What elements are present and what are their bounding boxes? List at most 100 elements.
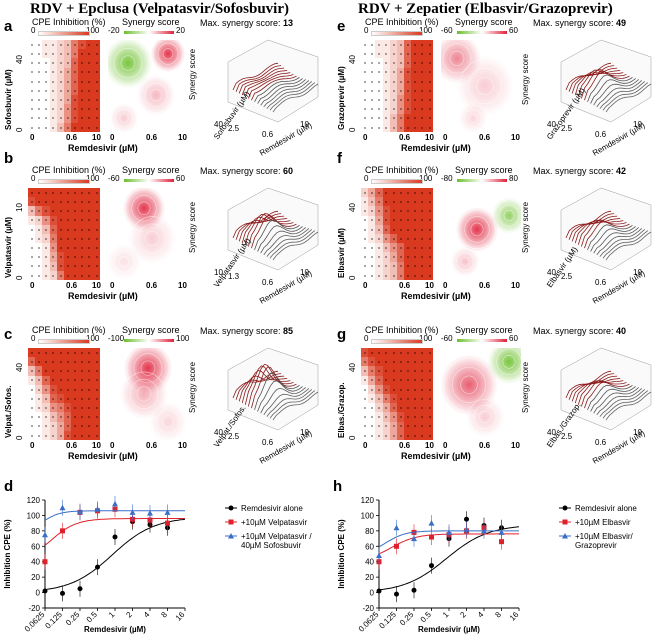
- surface-box: [560, 187, 652, 271]
- heat-cell: [92, 403, 100, 413]
- data-point-dot: [81, 71, 84, 74]
- heat-cell: [71, 375, 79, 386]
- heat-cell: [35, 122, 43, 132]
- heat-cell: [404, 403, 412, 413]
- heat-cell: [78, 261, 87, 272]
- data-point-dot: [81, 210, 84, 213]
- data-point-dot: [52, 370, 55, 373]
- data-point-dot: [428, 99, 431, 102]
- data-point-dot: [52, 201, 55, 204]
- heat-cell: [64, 76, 72, 87]
- heat-cell: [78, 113, 87, 124]
- heat-cell: [375, 261, 384, 272]
- data-point-dot: [38, 191, 41, 194]
- data-point-dot: [385, 247, 388, 250]
- data-point-dot: [52, 80, 55, 83]
- data-point-dot: [74, 71, 77, 74]
- data-point: [60, 590, 65, 596]
- heat-cell: [404, 261, 412, 272]
- heat-cell: [35, 412, 43, 423]
- heat-cell: [56, 430, 65, 440]
- heat-cell: [418, 224, 427, 235]
- data-point-dot: [81, 351, 84, 354]
- data-point-dot: [30, 228, 33, 231]
- surface-box: [227, 187, 319, 271]
- data-point-dot: [378, 201, 381, 204]
- cpe-colorbar-b: [38, 179, 90, 184]
- syn-xtick-b-0: 0: [110, 281, 115, 290]
- data-point-dot: [392, 256, 395, 259]
- heat-cell: [71, 270, 79, 280]
- data-point-dot: [385, 265, 388, 268]
- surface-mesh-line: [248, 74, 294, 99]
- data-point-dot: [392, 407, 395, 410]
- heat-cell: [368, 224, 376, 235]
- syn-xtick-e-0: 0: [443, 133, 448, 142]
- synergy-region: [456, 55, 514, 117]
- heat-cell: [64, 86, 72, 96]
- heat-cell: [411, 261, 420, 272]
- surface-tick3-b: 0.6: [262, 278, 274, 287]
- surface-mesh-line: [254, 77, 300, 103]
- data-point-dot: [392, 99, 395, 102]
- heat-cell: [78, 366, 87, 377]
- surface-mesh-line: [238, 67, 285, 94]
- surface-mesh-line: [244, 213, 291, 245]
- heat-cell: [35, 403, 43, 413]
- data-point-dot: [45, 434, 48, 437]
- heat-cell: [64, 252, 72, 263]
- data-point-dot: [392, 388, 395, 391]
- heat-cell: [71, 384, 79, 395]
- heat-cell: [425, 104, 433, 115]
- heat-cell: [92, 243, 100, 253]
- heat-cell: [78, 252, 87, 263]
- data-point-dot: [81, 379, 84, 382]
- data-point-dot: [414, 407, 417, 410]
- heat-cell: [361, 375, 369, 386]
- data-point-dot: [52, 388, 55, 391]
- heat-cell: [397, 384, 405, 395]
- ytick-bottom-a: 0: [15, 127, 24, 132]
- data-point-dot: [363, 201, 366, 204]
- data-point-dot: [38, 99, 41, 102]
- heat-cell: [28, 348, 36, 358]
- data-point-dot: [30, 407, 33, 410]
- data-point: [112, 534, 118, 540]
- heat-cell: [71, 357, 79, 367]
- heat-cell: [49, 76, 58, 87]
- heat-cell: [361, 206, 369, 217]
- heat-cell: [56, 384, 65, 395]
- heat-cell: [49, 252, 58, 263]
- data-point-dot: [74, 219, 77, 222]
- ylabel-c: Velpat./Sofos.: [4, 385, 13, 438]
- heat-cell: [397, 49, 405, 59]
- heat-cell: [389, 357, 398, 367]
- heat-cell: [397, 234, 405, 244]
- heat-cell: [92, 384, 100, 395]
- heat-cell: [78, 234, 87, 244]
- heat-cell: [411, 58, 420, 69]
- data-point-dot: [385, 117, 388, 120]
- heat-cell: [92, 412, 100, 423]
- surface-zlabel-e: Synergy score: [521, 53, 530, 105]
- data-point-dot: [385, 71, 388, 74]
- data-point-dot: [392, 117, 395, 120]
- data-point-dot: [88, 108, 91, 111]
- data-point-dot: [81, 256, 84, 259]
- data-point-dot: [428, 201, 431, 204]
- data-point-dot: [414, 388, 417, 391]
- panel-letter-f: f: [337, 150, 342, 167]
- data-point-dot: [414, 434, 417, 437]
- heat-cell: [56, 49, 65, 59]
- heat-cell: [418, 215, 427, 226]
- data-point-dot: [407, 89, 410, 92]
- data-point-dot: [30, 256, 33, 259]
- data-point-dot: [45, 219, 48, 222]
- heat-cell: [425, 95, 433, 105]
- heat-cell: [78, 375, 87, 386]
- heat-cell: [71, 86, 79, 96]
- heat-cell: [397, 375, 405, 386]
- data-point-dot: [385, 99, 388, 102]
- heat-cell: [397, 252, 405, 263]
- data-point-dot: [371, 191, 374, 194]
